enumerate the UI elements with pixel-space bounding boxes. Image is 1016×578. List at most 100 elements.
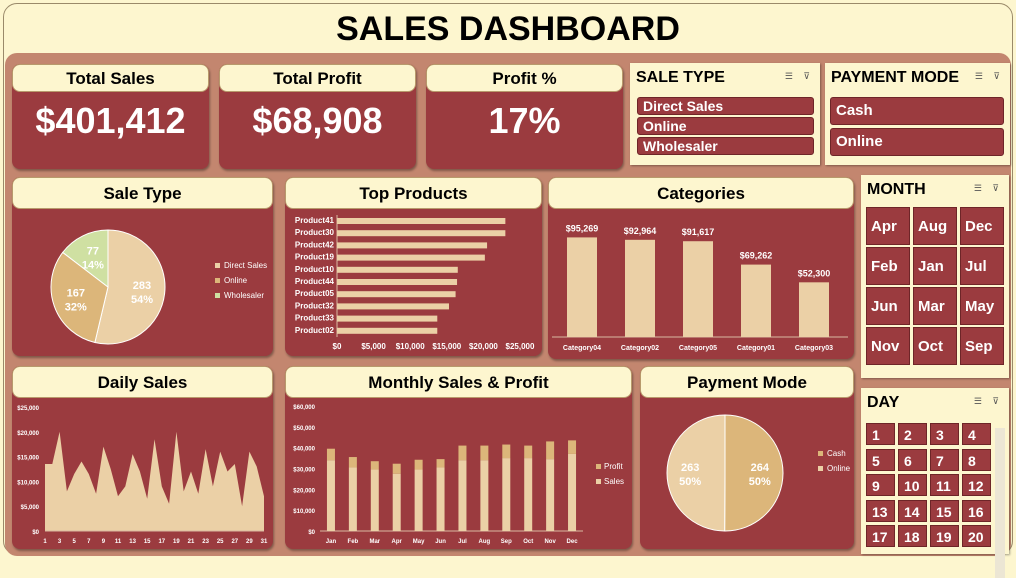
month-button-jun[interactable]: Jun [866,287,910,325]
day-button-10[interactable]: 10 [898,474,927,496]
legend-swatch [818,451,823,456]
category-label: Category03 [795,345,833,352]
day-button-16[interactable]: 16 [962,499,991,522]
day-button-7[interactable]: 7 [930,448,959,471]
slicer-item-direct-sales[interactable]: Direct Sales [637,97,814,115]
bar-segment [392,473,401,531]
day-button-6[interactable]: 6 [898,448,927,471]
month-button-mar[interactable]: Mar [913,287,957,325]
day-button-9[interactable]: 9 [866,474,895,496]
bar-segment [392,463,401,474]
categories-bar-chart: $95,269 Category04 $92,964 Category02 $91,61… [552,223,848,352]
bar [337,303,449,310]
pie-value-label: 283 [133,280,151,292]
slicer-item-online[interactable]: Online [637,117,814,135]
card-title: Categories [548,177,854,209]
pie-percent-label: 32% [65,301,87,313]
bar-segment [502,444,511,459]
day-button-18[interactable]: 18 [898,525,927,547]
tick-label: Apr [392,539,403,545]
monthly-stacked-bar-chart: $0 $10,000 $20,000 $30,000 $40,000 $50,000 $60… [293,405,624,545]
data-label: $69,262 [740,251,773,261]
tick-label: 13 [129,539,136,545]
day-button-3[interactable]: 3 [930,423,959,445]
tick-label: May [413,539,425,545]
pie-value-label: 264 [751,462,770,474]
tick-label: 9 [102,539,106,545]
month-button-apr[interactable]: Apr [866,207,910,245]
day-button-8[interactable]: 8 [962,448,991,471]
tick-label: 7 [87,539,91,545]
multi-select-icon[interactable]: ☰ ⊽ [784,71,814,81]
month-button-may[interactable]: May [960,287,1004,325]
month-button-oct[interactable]: Oct [913,327,957,365]
tick-label: $15,000 [17,456,39,462]
legend-label: Profit [604,462,623,471]
month-button-jan[interactable]: Jan [913,247,957,285]
kpi-total-profit: Total Profit $68,908 [219,64,416,169]
legend-swatch [818,466,823,471]
day-button-5[interactable]: 5 [866,448,895,471]
tick-label: Sep [501,539,512,545]
legend-label: Cash [827,449,846,458]
tick-label: Jul [458,539,467,545]
legend-label: Direct Sales [224,261,267,270]
bar [567,237,597,337]
category-label: Product42 [295,240,335,249]
bar-segment [568,440,577,454]
day-button-1[interactable]: 1 [866,423,895,445]
tick-label: Nov [544,539,556,545]
category-label: Category05 [679,345,717,352]
tick-label: $15,000 [432,342,461,351]
slicer-day: DAY ☰ ⊽ 1 2 3 4 5 6 7 8 9 10 11 12 13 14 15 16 17 18 19 20 [861,388,1009,578]
tick-label: $0 [333,342,342,351]
day-button-13[interactable]: 13 [866,499,895,522]
day-button-20[interactable]: 20 [962,525,991,547]
kpi-label: Profit % [426,64,623,92]
month-button-aug[interactable]: Aug [913,207,957,245]
bar [337,315,438,322]
legend-swatch [215,263,220,268]
multi-select-icon[interactable]: ☰ ⊽ [973,396,1003,406]
tick-label: $10,000 [17,480,39,486]
tick-label: 17 [158,539,165,545]
month-button-sep[interactable]: Sep [960,327,1004,365]
tick-label: $5,000 [21,505,40,511]
month-button-nov[interactable]: Nov [866,327,910,365]
slicer-item-wholesaler[interactable]: Wholesaler [637,137,814,155]
day-button-14[interactable]: 14 [898,499,927,522]
card-top-products: Top Products Product41 Product30 Product42… [285,177,542,356]
tick-label: $50,000 [293,426,315,432]
day-button-17[interactable]: 17 [866,525,895,547]
multi-select-icon[interactable]: ☰ ⊽ [973,183,1003,193]
slicer-item-cash[interactable]: Cash [830,97,1004,125]
bar [337,242,488,249]
bar-segment [458,460,467,531]
kpi-value: 17% [488,100,561,141]
day-scrollbar[interactable] [995,428,1005,578]
day-button-12[interactable]: 12 [962,474,991,496]
bar [625,239,655,337]
bar-segment [436,467,445,531]
legend-swatch [215,293,220,298]
tick-label: $20,000 [17,431,39,437]
bar-segment [326,460,335,531]
card-title: Sale Type [12,177,273,209]
day-button-11[interactable]: 11 [930,474,959,496]
tick-label: $5,000 [361,342,386,351]
day-button-4[interactable]: 4 [962,423,991,445]
month-button-feb[interactable]: Feb [866,247,910,285]
category-label: Product33 [295,314,335,323]
month-button-dec[interactable]: Dec [960,207,1004,245]
legend-label: Sales [604,477,624,486]
day-button-19[interactable]: 19 [930,525,959,547]
month-button-jul[interactable]: Jul [960,247,1004,285]
legend-swatch [596,464,601,469]
category-label: Product05 [295,289,335,298]
day-button-2[interactable]: 2 [898,423,927,445]
day-button-15[interactable]: 15 [930,499,959,522]
multi-select-icon[interactable]: ☰ ⊽ [974,71,1004,81]
slicer-item-online[interactable]: Online [830,128,1004,156]
kpi-profit-percent: Profit % 17% [426,64,623,169]
